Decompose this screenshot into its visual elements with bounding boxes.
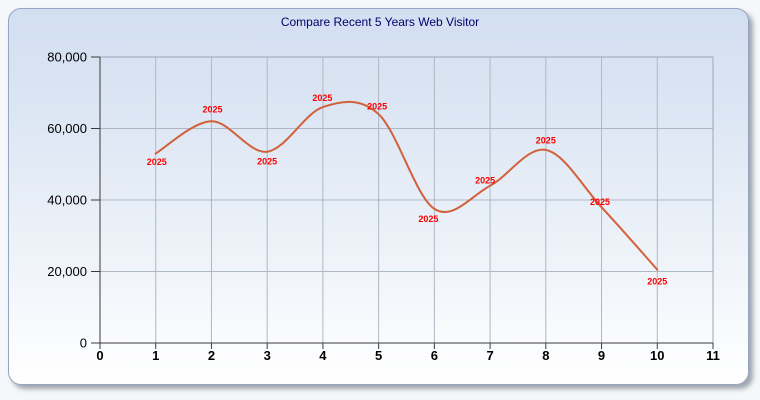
x-tick-label: 4 <box>319 348 327 363</box>
chart-title: Compare Recent 5 Years Web Visitor <box>280 15 480 29</box>
y-tick-label: 20,000 <box>47 264 87 279</box>
x-tick-label: 8 <box>542 348 549 363</box>
point-label: 2025 <box>257 157 277 167</box>
x-tick-label: 10 <box>650 348 664 363</box>
point-label: 2025 <box>147 157 167 167</box>
x-tick-label: 3 <box>264 348 271 363</box>
x-tick-label: 5 <box>375 348 382 363</box>
point-label: 2025 <box>536 135 556 145</box>
y-tick-label: 0 <box>80 336 87 351</box>
point-label: 2025 <box>312 93 332 103</box>
point-label: 2025 <box>367 102 387 112</box>
y-tick-label: 80,000 <box>47 50 87 65</box>
point-label: 2025 <box>590 197 610 207</box>
x-tick-label: 7 <box>486 348 493 363</box>
x-tick-label: 6 <box>431 348 438 363</box>
y-tick-label: 60,000 <box>47 121 87 136</box>
x-tick-label: 9 <box>598 348 605 363</box>
x-tick-label: 11 <box>706 348 720 363</box>
point-label: 2025 <box>418 214 438 224</box>
x-tick-label: 1 <box>152 348 159 363</box>
point-label: 2025 <box>475 176 495 186</box>
point-label: 2025 <box>202 104 222 114</box>
y-tick-label: 40,000 <box>47 193 87 208</box>
x-tick-label: 2 <box>208 348 215 363</box>
point-label: 2025 <box>647 277 667 287</box>
series-line-2025 <box>154 100 659 271</box>
x-tick-label: 0 <box>96 348 103 363</box>
